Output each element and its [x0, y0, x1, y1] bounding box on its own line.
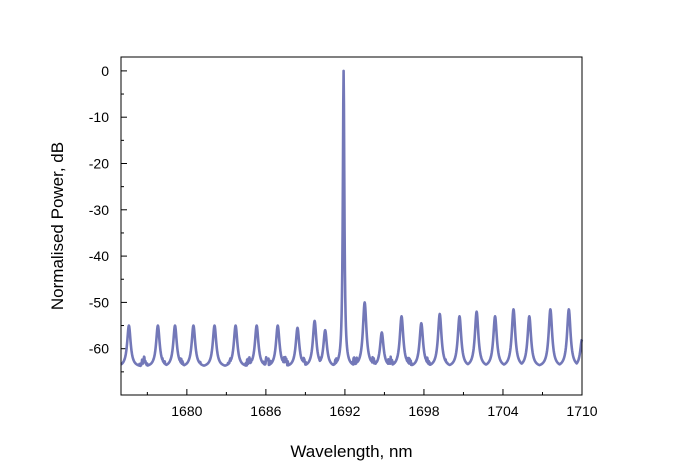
- y-axis-label: Normalised Power, dB: [48, 142, 67, 310]
- y-tick-label: -50: [89, 294, 109, 310]
- x-axis-label: Wavelength, nm: [290, 442, 412, 461]
- plot-frame: [120, 56, 583, 396]
- y-tick-label: -60: [89, 341, 109, 357]
- y-tick-label: 0: [101, 63, 109, 79]
- y-tick-label: -40: [89, 248, 109, 264]
- x-tick-label: 1686: [250, 403, 281, 419]
- spectrum-series-line: [120, 69, 584, 368]
- x-tick-label: 1710: [566, 403, 597, 419]
- y-tick-label: -10: [89, 109, 109, 125]
- x-tick-label: 1692: [329, 403, 360, 419]
- y-tick-label: -20: [89, 155, 109, 171]
- x-tick-label: 1698: [408, 403, 439, 419]
- ticks-layer: 1680 1686 1692 1698 1704 1710 0 -10 -20 -30 -40 -50…: [89, 63, 598, 419]
- x-tick-label: 1680: [171, 403, 202, 419]
- y-tick-label: -30: [89, 202, 109, 218]
- x-tick-label: 1704: [487, 403, 518, 419]
